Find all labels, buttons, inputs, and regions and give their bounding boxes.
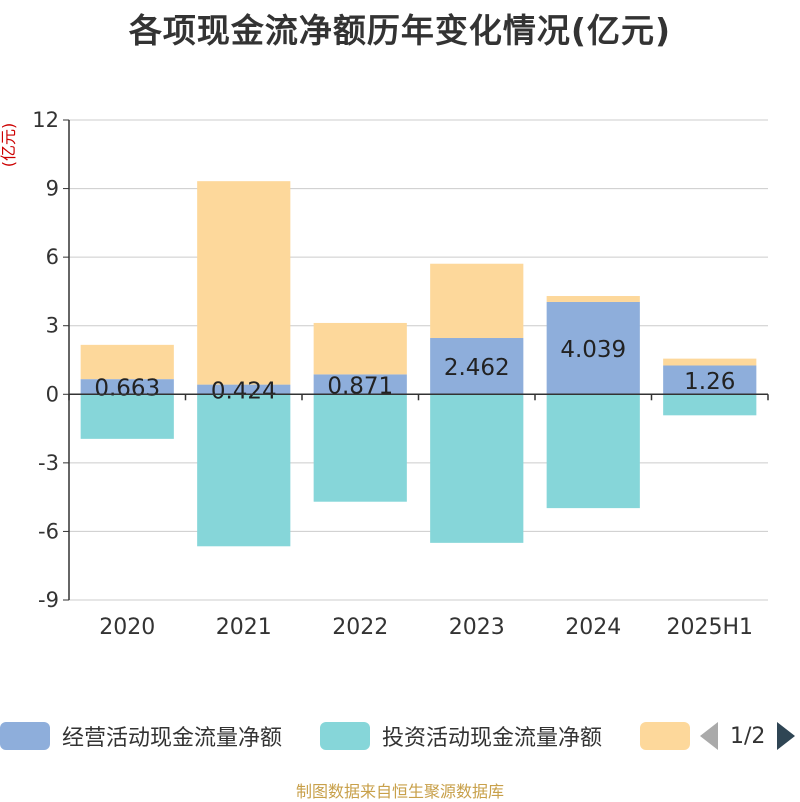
legend-label-operating: 经营活动现金流量净额	[62, 726, 283, 751]
bar-operating	[197, 384, 291, 395]
legend-pager: 1/2	[700, 718, 796, 754]
legend-label-investing: 投资活动现金流量净额	[382, 726, 603, 751]
bar-financing	[663, 358, 757, 366]
bar-operating	[80, 379, 174, 395]
legend-swatch-operating	[0, 722, 50, 750]
bar-financing	[430, 263, 524, 339]
data-label: 0.871	[327, 373, 393, 399]
legend: 经营活动现金流量净额 投资活动现金流量净额 1/2	[0, 714, 800, 758]
y-tick-label: 9	[46, 177, 59, 201]
data-label: 0.424	[211, 378, 277, 404]
bar-financing	[197, 181, 291, 385]
pager-next-icon[interactable]	[777, 722, 796, 750]
bar-investing	[313, 394, 407, 502]
pager-prev-icon[interactable]	[700, 722, 718, 750]
bar-operating	[430, 338, 524, 395]
x-tick-label: 2020	[99, 615, 155, 640]
bar-investing	[197, 394, 291, 547]
legend-item-operating[interactable]: 经营活动现金流量净额	[0, 720, 282, 752]
y-tick-label: -3	[38, 451, 59, 475]
data-label: 1.26	[684, 369, 735, 395]
x-tick-label: 2022	[332, 615, 388, 640]
bar-financing	[546, 296, 640, 302]
data-label: 0.663	[94, 376, 160, 402]
x-tick-label: 2023	[449, 615, 505, 640]
legend-swatch-financing	[640, 722, 690, 750]
bar-investing	[546, 394, 640, 509]
pager-text: 1/2	[730, 723, 766, 749]
x-tick-label: 2025H1	[666, 615, 753, 640]
y-axis-label: (亿元)	[0, 123, 18, 168]
legend-swatch-investing	[320, 722, 370, 750]
y-tick-label: 3	[46, 314, 59, 338]
bar-investing	[430, 394, 524, 543]
bar-financing	[313, 322, 407, 375]
bar-financing	[80, 344, 174, 380]
bar-investing	[663, 394, 757, 416]
y-tick-label: 12	[32, 108, 59, 132]
data-label: 4.039	[560, 337, 626, 363]
x-tick-label: 2024	[565, 615, 621, 640]
y-tick-label: -9	[38, 588, 59, 612]
legend-item-financing[interactable]	[640, 720, 702, 752]
legend-item-investing[interactable]: 投资活动现金流量净额	[320, 720, 602, 752]
y-tick-label: 6	[46, 245, 59, 269]
bar-investing	[80, 394, 174, 439]
source-note: 制图数据来自恒生聚源数据库	[295, 782, 504, 801]
bar-operating	[313, 374, 407, 395]
y-tick-label: -6	[38, 519, 59, 543]
y-tick-label: 0	[46, 382, 59, 406]
bar-operating	[663, 365, 757, 395]
data-label: 2.462	[444, 355, 510, 381]
chart-title: 各项现金流净额历年变化情况(亿元)	[128, 11, 672, 50]
bar-operating	[546, 301, 640, 395]
x-tick-label: 2021	[216, 615, 272, 640]
